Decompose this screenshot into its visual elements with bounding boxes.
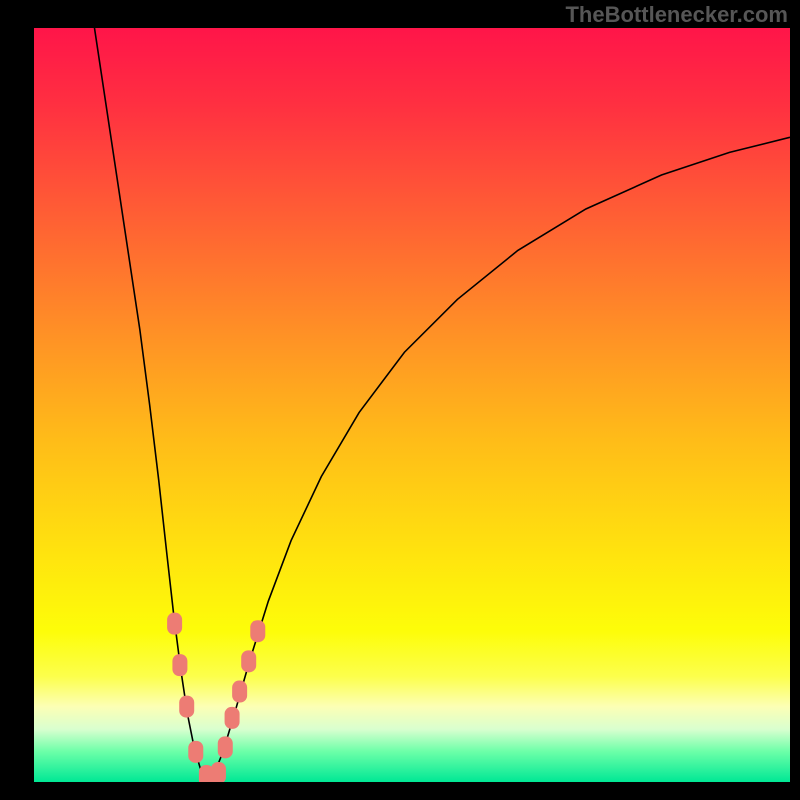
data-marker bbox=[232, 681, 247, 703]
data-marker bbox=[211, 762, 226, 782]
plot-area bbox=[34, 28, 790, 782]
data-marker bbox=[167, 613, 182, 635]
data-marker bbox=[250, 620, 265, 642]
data-marker bbox=[179, 696, 194, 718]
data-marker bbox=[172, 654, 187, 676]
bottleneck-curve-left bbox=[94, 28, 207, 780]
data-marker bbox=[218, 736, 233, 758]
bottleneck-curve-right bbox=[208, 137, 790, 779]
data-marker bbox=[225, 707, 240, 729]
data-marker bbox=[241, 650, 256, 672]
data-marker bbox=[188, 741, 203, 763]
plot-svg-overlay bbox=[34, 28, 790, 782]
watermark-text: TheBottlenecker.com bbox=[565, 2, 788, 28]
chart-container: TheBottlenecker.com bbox=[0, 0, 800, 800]
